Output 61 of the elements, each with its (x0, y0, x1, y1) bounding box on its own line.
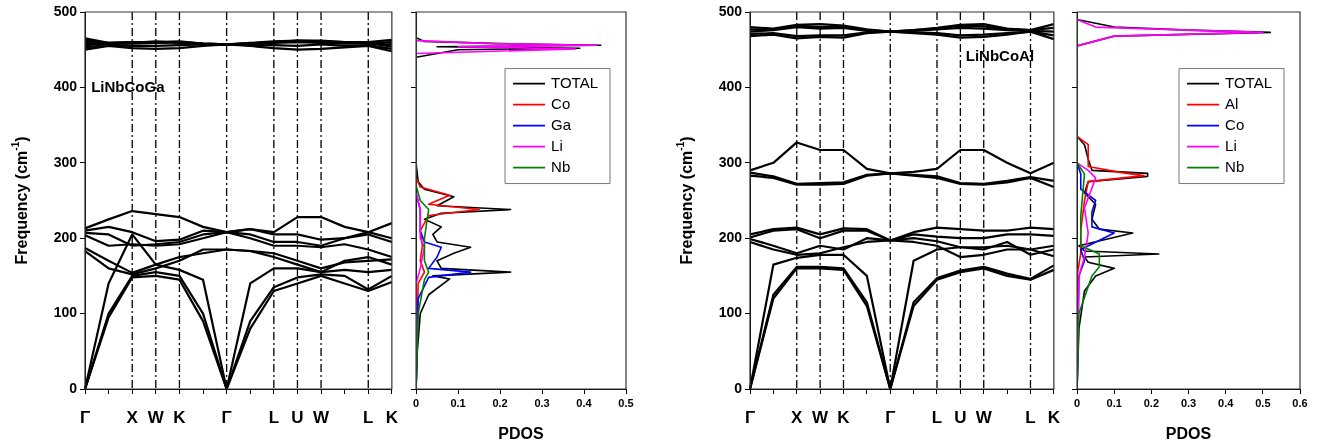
x-tick-label: 0 (413, 396, 420, 409)
x-tick-label: K (385, 407, 399, 427)
x-tick-label: K (173, 407, 187, 427)
x-tick-label: 0.3 (1180, 396, 1197, 409)
x-tick-label: Γ (221, 407, 232, 427)
y-axis-title: Frequency (cm-1) (10, 136, 31, 265)
x-tick-label: 0.4 (1218, 396, 1235, 409)
legend-label: Nb (551, 157, 571, 175)
y-tick-label: 0 (734, 379, 743, 396)
x-tick-label: 0.3 (534, 396, 550, 409)
x-tick-label: 0.4 (576, 396, 593, 409)
x-tick-label: L (363, 407, 374, 427)
x-tick-label: Γ (744, 407, 756, 427)
x-tick-label: Γ (79, 407, 91, 427)
annotation: LiNbCoGa (91, 77, 166, 95)
y-tick-label: 500 (53, 2, 78, 19)
legend-label: Nb (1225, 157, 1245, 175)
legend-label: Al (1225, 94, 1239, 112)
x-tick-label: L (268, 407, 280, 427)
x-tick-label: U (954, 407, 967, 427)
x-tick-label: X (126, 407, 139, 427)
y-tick-label: 400 (53, 78, 78, 95)
y-tick-label: 100 (53, 304, 78, 321)
legend-label: TOTAL (551, 73, 599, 91)
x-tick-label: W (812, 407, 830, 427)
y-tick-label: 500 (718, 2, 743, 19)
annotation: LiNbCoAl (965, 47, 1035, 65)
y-tick-label: 100 (718, 304, 743, 321)
x-tick-label: L (931, 407, 943, 427)
y-tick-label: 300 (53, 153, 78, 170)
x-tick-label: W (975, 407, 993, 427)
x-tick-label: 0.2 (1143, 396, 1160, 409)
legend-label: Co (1225, 115, 1245, 133)
legend-label: Ga (551, 115, 572, 133)
legend-label: Li (551, 136, 563, 154)
x-tick-label: W (147, 407, 165, 427)
legend-label: TOTAL (1225, 73, 1273, 91)
x-tick-label: W (313, 407, 331, 427)
x-tick-label: 0.1 (1106, 396, 1122, 409)
x-tick-label: X (791, 407, 804, 427)
x-tick-label: K (1047, 407, 1061, 427)
legend-label: Li (1225, 136, 1237, 154)
x-tick-label: 0.2 (492, 396, 508, 409)
y-tick-label: 200 (53, 229, 78, 246)
y-tick-label: 400 (718, 78, 743, 95)
legend-label: Co (551, 94, 571, 112)
y-tick-label: 0 (69, 379, 78, 396)
x-axis-title: PDOS (498, 424, 545, 442)
x-tick-label: 0.5 (1255, 396, 1271, 409)
x-tick-label: Γ (885, 407, 896, 427)
x-tick-label: 0.1 (450, 396, 466, 409)
x-tick-label: 0.6 (1292, 396, 1308, 409)
x-axis-title: PDOS (1165, 424, 1212, 442)
x-tick-label: L (1025, 407, 1036, 427)
x-tick-label: 0.5 (618, 396, 634, 409)
x-tick-label: K (837, 407, 851, 427)
y-tick-label: 300 (718, 153, 743, 170)
y-axis-title: Frequency (cm-1) (675, 136, 696, 265)
y-tick-label: 200 (718, 229, 743, 246)
x-tick-label: U (291, 407, 304, 427)
x-tick-label: 0 (1074, 396, 1081, 409)
